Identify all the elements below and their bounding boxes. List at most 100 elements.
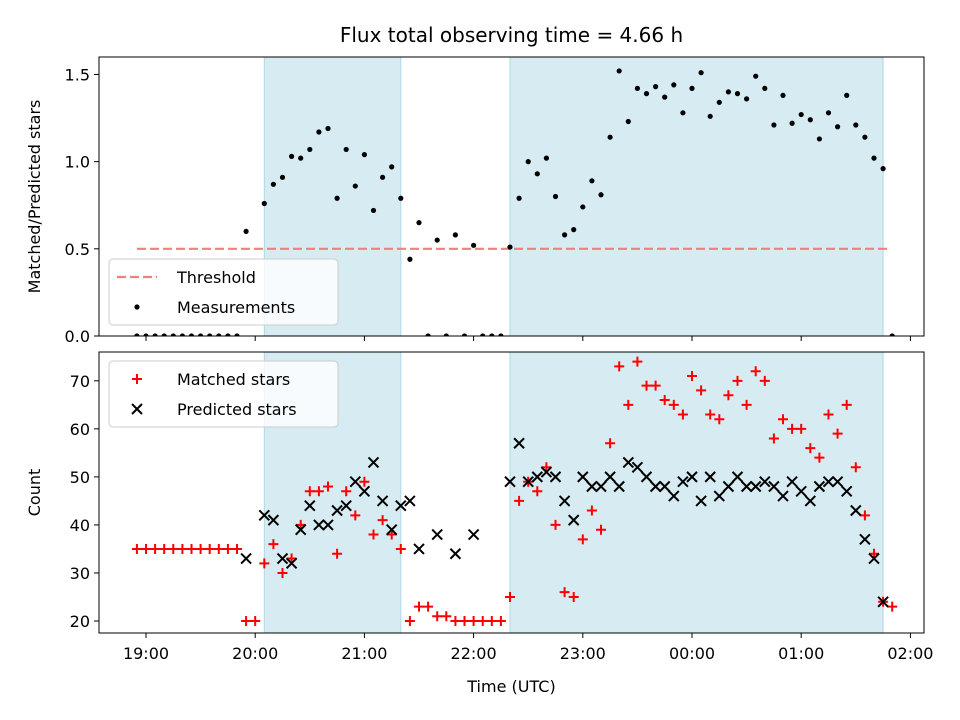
matched-point [168, 543, 179, 554]
measurement-point [243, 228, 249, 234]
predicted-point [695, 495, 707, 507]
measurement-point [807, 117, 813, 123]
measurement-point [607, 134, 613, 140]
axes-frame [98, 351, 925, 634]
measurement-point [334, 195, 340, 201]
measurement-point [498, 333, 504, 336]
top-panel: 0.0 0.5 1.0 1.5 Flux total observing time = … [25, 23, 925, 346]
measurement-point [198, 333, 204, 336]
matched-point [687, 371, 697, 382]
measurement-point [889, 333, 895, 336]
x-tick-label: 22:00 [451, 644, 497, 663]
measurement-point [434, 237, 440, 243]
x-tick-label: 19:00 [123, 644, 169, 663]
matched-point [823, 409, 834, 420]
predicted-point [840, 485, 853, 498]
measurement-point [452, 232, 458, 238]
measurement-point [307, 146, 313, 153]
predicted-point [240, 552, 252, 565]
measurement-point [152, 333, 158, 336]
matched-point [596, 524, 606, 535]
legend-label: Matched stars [177, 370, 290, 389]
predicted-point [531, 471, 544, 483]
measurement-point [853, 122, 859, 128]
measurement-point [789, 120, 795, 126]
legend-matched-swatch [132, 374, 142, 384]
predicted-point [768, 480, 780, 493]
measurement-point [534, 171, 540, 177]
series-predicted-stars [240, 437, 889, 608]
measurement-point [134, 333, 140, 336]
predicted-point [413, 543, 425, 555]
matched-point [177, 543, 188, 554]
predicted-point [877, 596, 889, 608]
matched-point [623, 399, 634, 410]
matched-point [632, 356, 643, 367]
predicted-point [340, 500, 352, 512]
matched-point [250, 615, 261, 626]
measurement-point [716, 99, 722, 105]
measurement-point [361, 152, 367, 158]
predicted-point [777, 490, 789, 502]
matched-point [887, 601, 898, 612]
measurement-point [525, 159, 531, 165]
measurement-point [471, 242, 477, 248]
measurement-point [279, 174, 286, 180]
measurement-point [780, 92, 786, 98]
predicted-point [467, 528, 480, 541]
matched-point [459, 615, 470, 626]
predicted-point [786, 475, 798, 488]
predicted-point [567, 514, 580, 526]
measurement-point [270, 181, 276, 187]
matched-point [477, 615, 488, 626]
matched-point [832, 428, 843, 439]
measurement-point [680, 110, 686, 116]
x-axis-label: Time (UTC) [466, 677, 555, 696]
matched-point [213, 543, 224, 554]
predicted-point [749, 480, 762, 493]
measurement-point [589, 178, 595, 184]
matched-point [232, 543, 242, 554]
measurement-point [835, 124, 841, 130]
predicted-point [631, 461, 644, 473]
matched-point [204, 543, 215, 554]
measurement-point [343, 146, 349, 153]
matched-point [750, 366, 761, 377]
matched-point [159, 543, 170, 554]
measurement-point [762, 85, 768, 91]
predicted-point [613, 480, 625, 493]
matched-point [559, 587, 570, 598]
measurement-point [489, 333, 495, 336]
matched-point [659, 395, 670, 406]
predicted-point [313, 519, 325, 531]
matched-point [532, 486, 543, 497]
matched-point [350, 510, 361, 521]
bottom-panel: 20 30 40 50 60 70 19:00 20:00 21:00 22:00 23:00 00:… [25, 351, 933, 696]
measurement-point [707, 113, 713, 119]
measurement-point [543, 155, 550, 161]
measurement-point [753, 73, 759, 79]
x-tick-label: 02:00 [887, 644, 933, 663]
measurement-point [352, 183, 358, 189]
measurement-point [316, 129, 322, 135]
predicted-point [686, 471, 698, 483]
measurement-point [207, 333, 213, 336]
matched-point [395, 543, 406, 554]
x-tick-label: 23:00 [560, 644, 606, 663]
measurement-point [179, 333, 185, 336]
measurement-point [653, 84, 659, 90]
measurement-point [170, 333, 176, 336]
matched-point [323, 481, 333, 492]
measurement-point [234, 333, 240, 336]
legend-predicted-swatch [131, 403, 143, 415]
measurement-point [407, 256, 413, 262]
series-matched-stars [131, 356, 898, 626]
predicted-point [795, 485, 807, 498]
predicted-point [640, 471, 653, 483]
matched-point [568, 591, 579, 602]
matched-point [304, 486, 315, 497]
predicted-point [731, 471, 744, 483]
plot-area [134, 57, 895, 336]
measurement-point [871, 155, 877, 161]
matched-point [241, 615, 252, 626]
